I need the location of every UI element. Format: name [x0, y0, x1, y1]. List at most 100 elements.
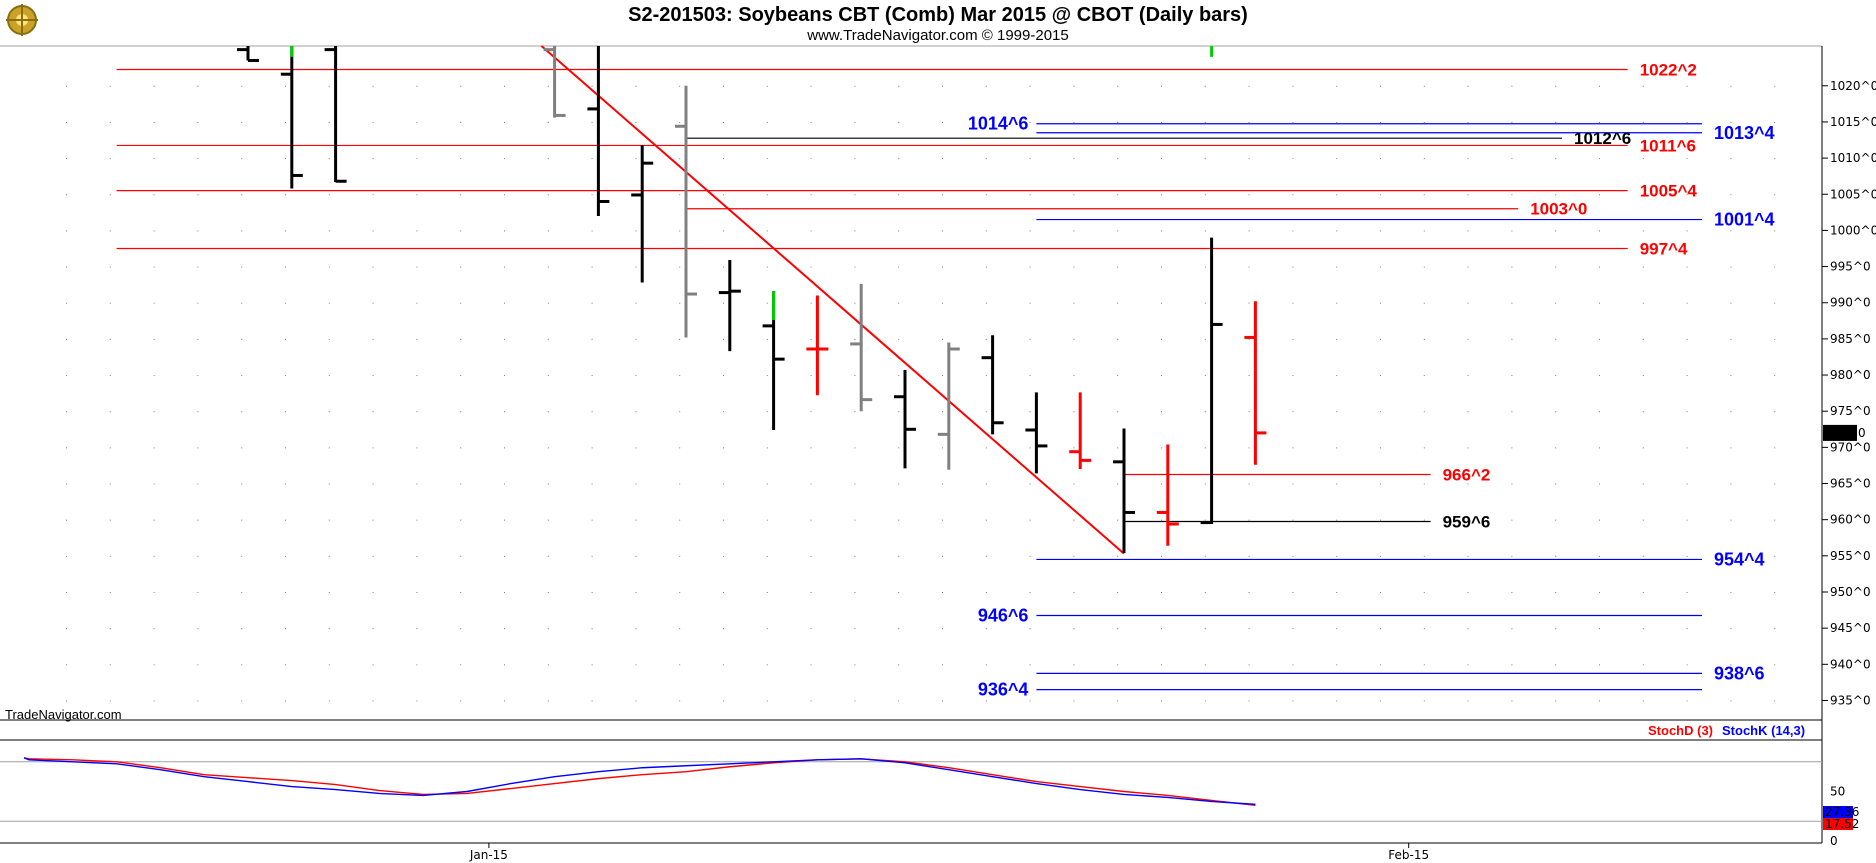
grid-dot — [1555, 519, 1557, 521]
y-tick-label: 990^0 — [1830, 296, 1871, 310]
grid-dot — [1730, 85, 1732, 87]
grid-dot — [1336, 664, 1338, 666]
grid-dot — [1336, 302, 1338, 304]
grid-dot — [635, 447, 637, 449]
grid-dot — [1511, 555, 1513, 557]
ohlc-bar — [1069, 392, 1092, 470]
grid-dot — [1423, 447, 1425, 449]
grid-dot — [985, 302, 987, 304]
level-label: 1001^4 — [1714, 210, 1775, 230]
grid-dot — [1248, 302, 1250, 304]
grid-dot — [1073, 447, 1075, 449]
grid-dot — [810, 519, 812, 521]
grid-dot — [1204, 483, 1206, 485]
grid-dot — [460, 194, 462, 196]
grid-dot — [1248, 519, 1250, 521]
grid-dot — [109, 519, 111, 521]
grid-dot — [591, 591, 593, 593]
grid-dot — [1686, 519, 1688, 521]
grid-dot — [1599, 700, 1600, 702]
grid-dot — [1467, 85, 1469, 87]
grid-dot — [1073, 628, 1075, 630]
grid-dot — [1073, 266, 1075, 268]
grid-dot — [1467, 338, 1469, 340]
ohlc-bar — [280, 46, 303, 189]
grid-dot — [285, 700, 286, 702]
grid-dot — [1117, 158, 1119, 160]
grid-dot — [985, 628, 987, 630]
grid-dot — [1774, 483, 1776, 485]
grid-dot — [328, 483, 330, 485]
grid-dot — [372, 628, 374, 630]
grid-dot — [591, 411, 593, 413]
grid-dot — [1467, 628, 1469, 630]
grid-dot — [153, 411, 155, 413]
grid-dot — [66, 411, 67, 413]
grid-dot — [109, 121, 111, 123]
grid-dot — [1686, 302, 1688, 304]
grid-dot — [1292, 411, 1294, 413]
grid-dot — [1467, 555, 1469, 557]
grid-dot — [1336, 555, 1338, 557]
grid-dot — [66, 121, 67, 123]
grid-dot — [1161, 266, 1162, 268]
grid-dot — [504, 302, 505, 304]
grid-dot — [504, 664, 505, 666]
grid-dot — [898, 375, 900, 377]
grid-dot — [328, 447, 330, 449]
grid-dot — [1686, 85, 1688, 87]
grid-dot — [66, 555, 67, 557]
grid-dot — [372, 411, 374, 413]
grid-dot — [1555, 121, 1557, 123]
level-label: 1012^6 — [1574, 129, 1631, 148]
price-axis-ticks: 935^0 940^0 945^0 950^0 955^0 960^0 965^0 970^0… — [1822, 79, 1876, 707]
grid-dot — [635, 158, 637, 160]
grid-dot — [66, 302, 67, 304]
grid-dot — [1555, 194, 1557, 196]
grid-dot — [547, 338, 549, 340]
grid-dot — [810, 194, 812, 196]
grid-dot — [1380, 664, 1381, 666]
y-tick-label: 950^0 — [1830, 585, 1871, 599]
grid-dot — [504, 85, 505, 87]
grid-dot — [416, 628, 418, 630]
grid-dot — [372, 338, 374, 340]
grid-dot — [1248, 230, 1250, 232]
grid-dot — [1292, 158, 1294, 160]
grid-dot — [679, 375, 681, 377]
grid-dot — [723, 700, 724, 702]
grid-dot — [1599, 555, 1600, 557]
grid-dot — [1686, 700, 1688, 702]
grid-dot — [898, 121, 900, 123]
grid-dot — [1686, 664, 1688, 666]
grid-dot — [1423, 591, 1425, 593]
grid-dot — [328, 664, 330, 666]
grid-dot — [1511, 700, 1513, 702]
grid-dot — [1774, 338, 1776, 340]
grid-dot — [285, 628, 286, 630]
grid-dot — [1642, 664, 1644, 666]
grid-dot — [1029, 338, 1031, 340]
grid-dot — [679, 266, 681, 268]
grid-dot — [1380, 375, 1381, 377]
grid-dot — [1511, 411, 1513, 413]
legend-stochk: StochK (14,3) — [1722, 723, 1805, 738]
grid-dot — [1555, 375, 1557, 377]
grid-dot — [942, 121, 943, 123]
grid-dot — [153, 591, 155, 593]
grid-dot — [1336, 266, 1338, 268]
grid-dot — [285, 591, 286, 593]
grid-dot — [1073, 519, 1075, 521]
grid-dot — [416, 483, 418, 485]
grid-dot — [1555, 591, 1557, 593]
grid-dot — [1073, 230, 1075, 232]
grid-dot — [1161, 375, 1162, 377]
grid-dot — [109, 591, 111, 593]
grid-dot — [66, 700, 67, 702]
ohlc-bar — [718, 260, 741, 352]
grid-dot — [328, 555, 330, 557]
grid-dot — [1467, 447, 1469, 449]
grid-dot — [1730, 266, 1732, 268]
grid-dot — [854, 628, 856, 630]
grid-dot — [1423, 230, 1425, 232]
